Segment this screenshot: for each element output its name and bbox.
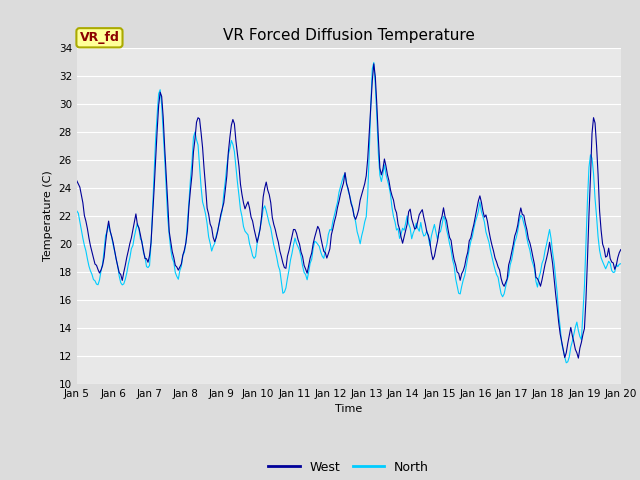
Legend: West, North: West, North [264,456,434,479]
West [589,115,597,120]
West [262,179,270,185]
West [253,240,261,245]
North [73,208,81,214]
West [575,355,582,361]
West [311,234,319,240]
West [617,247,625,252]
North [370,60,378,65]
West [140,248,147,253]
North [262,208,270,214]
Text: VR_fd: VR_fd [79,31,120,44]
West [235,163,243,169]
North [140,250,147,256]
Line: West: West [77,64,621,358]
Title: VR Forced Diffusion Temperature: VR Forced Diffusion Temperature [223,28,475,43]
North [253,240,261,246]
Y-axis label: Temperature (C): Temperature (C) [43,170,53,262]
North [617,261,625,266]
X-axis label: Time: Time [335,405,362,414]
North [235,192,243,198]
Line: North: North [77,62,621,363]
West [370,61,378,67]
West [73,178,81,184]
North [563,360,570,366]
North [311,239,319,244]
North [589,170,597,176]
